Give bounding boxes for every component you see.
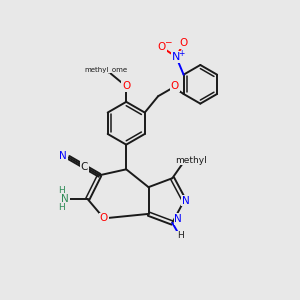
Text: O: O (100, 213, 108, 224)
Text: O: O (171, 81, 179, 91)
Text: H: H (58, 203, 65, 212)
Text: −: − (164, 38, 172, 46)
Text: +: + (178, 49, 185, 58)
Text: methyl: methyl (175, 155, 207, 164)
Text: methyl_ome: methyl_ome (85, 66, 128, 73)
Text: N: N (59, 151, 67, 161)
Text: N: N (61, 194, 69, 204)
Text: O: O (122, 81, 130, 91)
Text: N: N (174, 214, 182, 224)
Text: methyl: methyl (187, 158, 192, 159)
Text: C: C (80, 162, 88, 172)
Text: H: H (177, 231, 184, 240)
Text: O: O (179, 38, 188, 48)
Text: N: N (182, 196, 190, 206)
Text: H: H (58, 186, 65, 195)
Text: N: N (172, 52, 180, 62)
Text: methyl_ome: methyl_ome (106, 69, 115, 71)
Text: O: O (158, 42, 166, 52)
